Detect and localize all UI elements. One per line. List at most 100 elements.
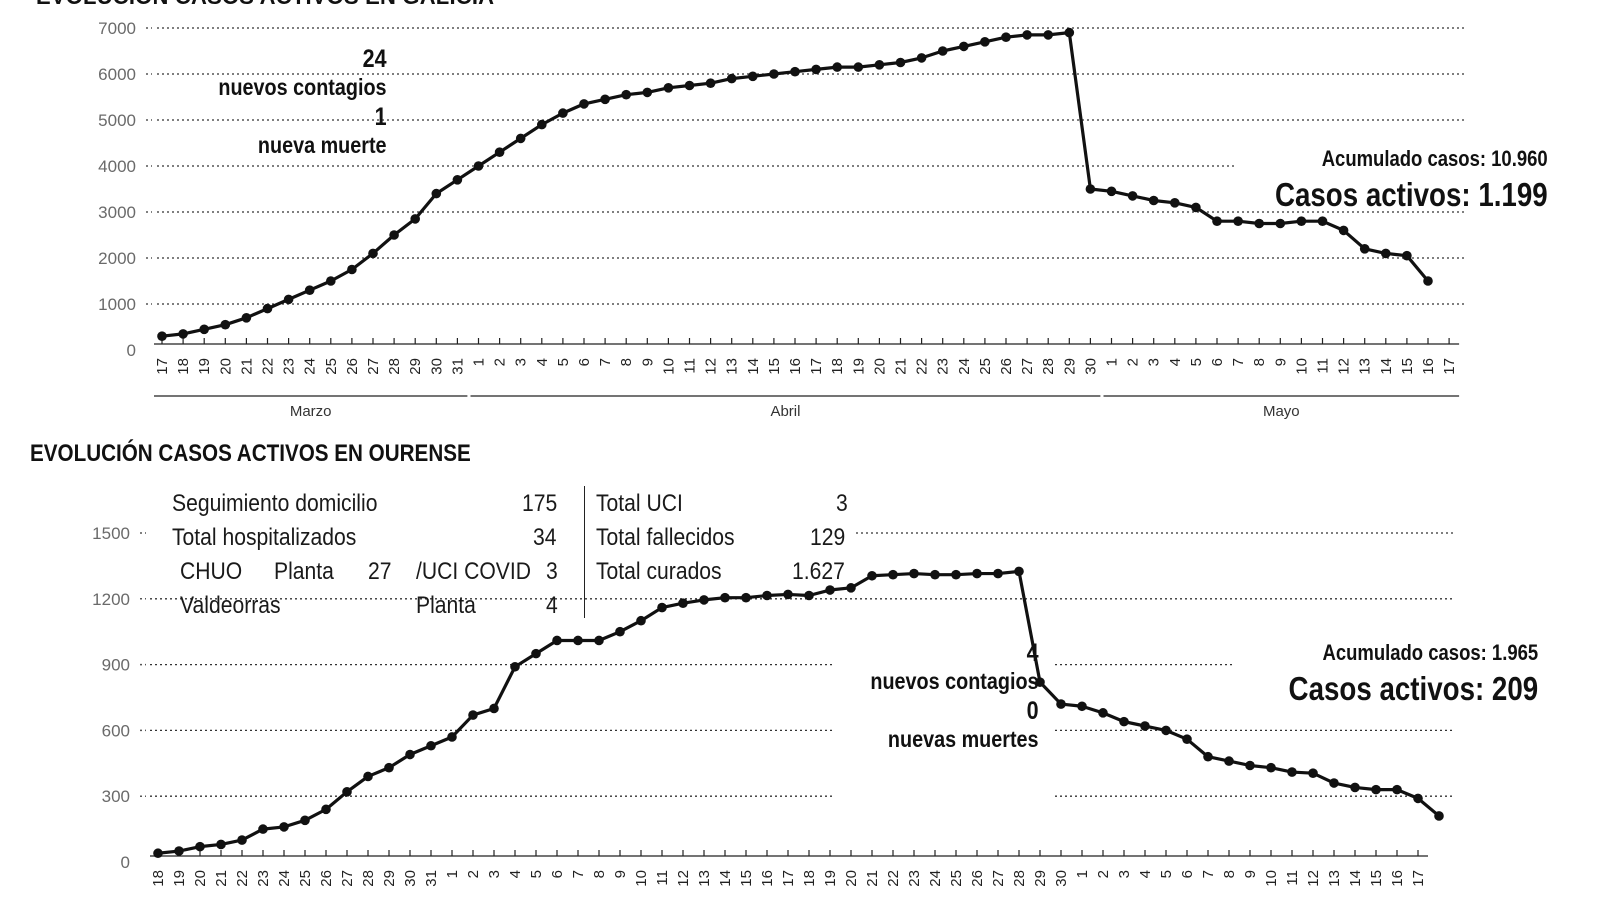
x-tick-label: 6: [549, 870, 566, 878]
data-point: [537, 119, 547, 130]
x-tick-label: 1: [471, 358, 488, 366]
x-tick-label: 31: [423, 870, 440, 887]
data-point: [916, 53, 927, 63]
y-tick-label: 900: [102, 656, 130, 675]
data-point: [699, 595, 709, 605]
data-point: [951, 569, 961, 580]
x-tick-label: 9: [612, 870, 629, 878]
ourense-daily-annotation: 4 nuevos contagios 0 nuevas muertes: [871, 638, 1039, 753]
x-tick-label: 13: [1326, 870, 1343, 887]
x-tick-label: 25: [297, 870, 314, 887]
y-tick-label: 5000: [98, 111, 136, 130]
info-value: 4: [546, 592, 558, 619]
data-point: [684, 80, 695, 91]
data-point: [510, 661, 520, 672]
data-point: [825, 585, 835, 595]
data-point: [636, 615, 646, 626]
galicia-activos: Casos activos: 1.199: [1275, 176, 1548, 213]
y-tick-label: 0: [127, 341, 136, 360]
x-tick-label: 29: [1032, 870, 1049, 887]
data-point: [720, 592, 730, 603]
x-tick-label: 29: [1061, 358, 1078, 375]
info-value: 3: [546, 558, 558, 585]
y-tick-label: 7000: [98, 19, 136, 38]
x-tick-label: 23: [255, 870, 272, 887]
x-tick-label: 17: [808, 358, 825, 375]
info-label: CHUO: [180, 558, 243, 585]
x-tick-label: 30: [402, 870, 419, 887]
galicia-muertes-count: 1: [375, 102, 387, 131]
data-point: [1381, 248, 1391, 259]
data-point: [804, 590, 814, 601]
x-tick-label: 25: [948, 870, 965, 887]
y-tick-label: 1200: [92, 590, 130, 609]
x-tick-label: 27: [365, 358, 382, 375]
data-point: [473, 161, 484, 171]
x-tick-label: 16: [787, 358, 804, 375]
data-point: [1338, 225, 1349, 236]
data-point: [1085, 184, 1096, 194]
data-point: [1203, 751, 1213, 762]
y-tick-label: 1500: [92, 524, 130, 543]
info-label: Total UCI: [596, 490, 683, 517]
x-tick-label: 19: [850, 358, 867, 375]
data-point: [930, 569, 940, 580]
x-tick-label: 13: [1357, 358, 1374, 375]
data-point: [1308, 768, 1318, 778]
data-point: [384, 762, 394, 773]
x-tick-label: 30: [1053, 870, 1070, 887]
galicia-muertes-label: nueva muerte: [258, 131, 387, 158]
data-point: [762, 590, 772, 601]
x-tick-label: 23: [935, 358, 952, 375]
x-tick-label: 23: [281, 358, 298, 375]
x-tick-label: 31: [449, 358, 466, 375]
info-label: Total fallecidos: [596, 524, 735, 551]
data-point: [846, 583, 856, 593]
x-tick-label: 21: [893, 358, 910, 375]
x-tick-label: 18: [150, 870, 167, 887]
x-tick-label: 7: [1200, 870, 1217, 878]
x-tick-label: 21: [864, 870, 881, 887]
data-point: [1402, 250, 1412, 261]
data-point: [468, 710, 478, 720]
data-point: [452, 175, 463, 185]
data-point: [1423, 276, 1433, 286]
data-point: [431, 188, 442, 199]
data-point: [1296, 216, 1307, 226]
info-label: Valdeorras: [180, 592, 281, 619]
data-point: [769, 69, 779, 79]
data-point: [972, 568, 982, 579]
x-tick-label: 1: [1104, 358, 1121, 366]
x-tick-label: 2: [465, 870, 482, 878]
x-tick-label: 14: [717, 870, 734, 887]
data-point: [258, 824, 268, 834]
x-tick-label: 21: [213, 870, 230, 887]
x-tick-label: 20: [871, 358, 888, 375]
x-tick-label: 3: [513, 358, 530, 366]
data-point: [888, 569, 898, 580]
month-label: Abril: [770, 403, 800, 420]
x-tick-label: 9: [1272, 358, 1289, 366]
data-point: [790, 66, 800, 77]
x-tick-label: 15: [738, 870, 755, 887]
x-tick-label: 3: [1146, 358, 1163, 366]
data-point: [199, 324, 209, 335]
x-tick-label: 11: [682, 358, 699, 374]
x-tick-label: 15: [766, 358, 783, 375]
info-value: 129: [810, 524, 846, 551]
data-point: [157, 331, 167, 342]
data-point: [531, 648, 541, 659]
data-point: [405, 749, 415, 760]
info-value: 34: [533, 524, 557, 551]
x-tick-label: 25: [323, 358, 340, 375]
x-tick-label: 26: [318, 870, 335, 887]
data-point: [1170, 198, 1180, 208]
x-tick-label: 20: [217, 358, 234, 375]
data-point: [1161, 725, 1171, 736]
x-tick-label: 6: [1209, 358, 1226, 366]
x-tick-label: 6: [576, 358, 593, 366]
x-tick-label: 26: [344, 358, 361, 375]
x-tick-label: 8: [1221, 870, 1238, 878]
data-point: [993, 568, 1003, 579]
data-point: [279, 822, 289, 832]
